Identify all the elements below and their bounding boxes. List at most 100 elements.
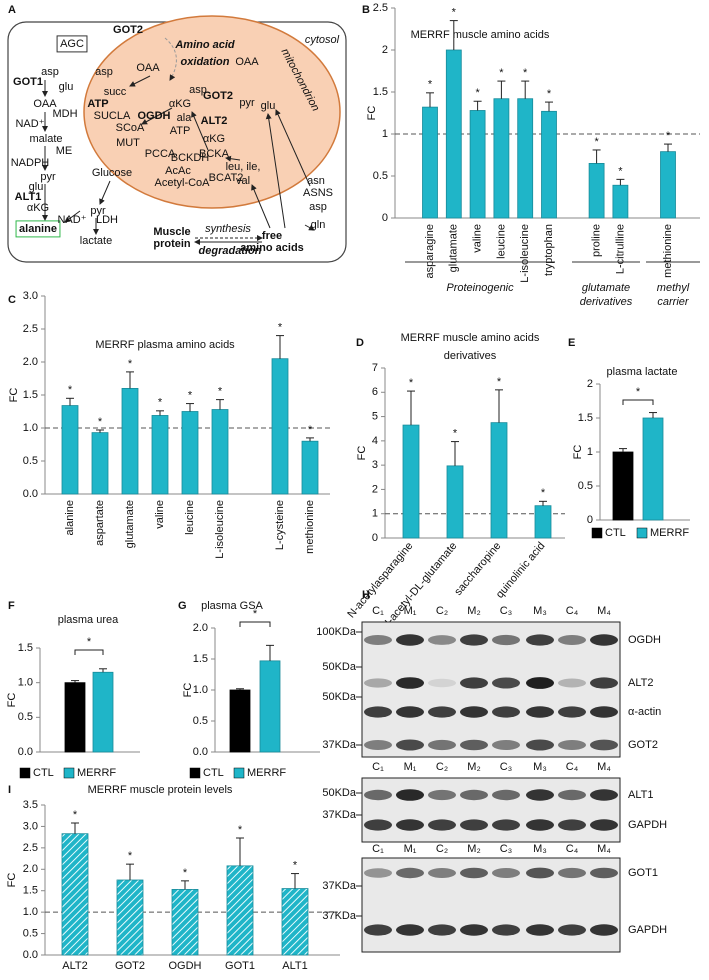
- bar: [446, 465, 464, 539]
- band: [590, 634, 618, 646]
- diagram-label: ALT1: [15, 191, 42, 203]
- y-tick-label: 2.5: [373, 2, 388, 14]
- lane-label: M₂: [467, 761, 480, 773]
- diagram-label: OGDH: [138, 110, 171, 122]
- x-tick-label: alanine: [64, 500, 76, 535]
- label-box: [15, 220, 61, 238]
- y-tick-label: 1.0: [18, 677, 33, 689]
- legend-label: MERRF: [77, 767, 116, 779]
- protein-label: ALT2: [628, 677, 653, 689]
- significance: *: [499, 67, 504, 79]
- bar: [301, 440, 319, 495]
- y-tick-label: 1: [372, 508, 378, 520]
- chart-title: MERRF muscle amino acids: [401, 332, 540, 344]
- bar: [612, 184, 629, 219]
- lane-label: C₂: [436, 605, 448, 617]
- mitochondrion-shape: [83, 15, 341, 209]
- chart-title: MERRF muscle protein levels: [88, 784, 233, 796]
- diagram-label: Glucose: [92, 167, 132, 179]
- diagram-label: ATP: [87, 98, 108, 110]
- diagram-label: ALT2: [201, 115, 228, 127]
- legend-label: CTL: [605, 527, 626, 539]
- band: [396, 739, 424, 751]
- diagram-label: ala: [177, 112, 193, 124]
- x-tick-label: glutamate: [124, 500, 136, 548]
- y-tick-label: 2: [382, 44, 388, 56]
- band: [364, 924, 392, 936]
- y-tick-label: 2.0: [193, 622, 208, 634]
- diagram-label: amino acids: [240, 242, 304, 254]
- y-axis-label: FC: [6, 873, 18, 888]
- diagram-label: pyr: [40, 171, 56, 183]
- band: [460, 924, 488, 936]
- panel-label: E: [568, 337, 575, 349]
- size-marker: 100KDa: [316, 626, 357, 638]
- diagram-shapes: [7, 15, 347, 263]
- band: [492, 819, 520, 831]
- y-tick-label: 3: [372, 459, 378, 471]
- x-tick-label: ALT1: [282, 960, 307, 972]
- band: [526, 739, 554, 751]
- diagram-label: MUT: [116, 137, 140, 149]
- significance: *: [68, 384, 73, 396]
- diagram-label: OAA: [136, 62, 160, 74]
- y-tick-label: 0.0: [193, 746, 208, 758]
- arrow: [129, 75, 151, 87]
- y-tick-label: 1.5: [18, 642, 33, 654]
- band: [492, 706, 520, 718]
- y-tick-label: 0.5: [23, 927, 38, 939]
- x-tick-label: L-cysteine: [274, 500, 286, 550]
- band: [558, 706, 586, 718]
- significance: *: [618, 165, 623, 177]
- diagram-label: protein: [153, 238, 191, 250]
- x-tick-label: L-isoleucine: [519, 224, 531, 283]
- x-tick-label: leucine: [495, 224, 507, 259]
- diagram-label: leu, ile,: [226, 161, 261, 173]
- band: [396, 634, 424, 646]
- arrow: [275, 109, 311, 187]
- bar: [445, 49, 462, 219]
- bar: [151, 415, 169, 495]
- diagram-label: GOT2: [203, 90, 233, 102]
- significance-bracket: [239, 621, 271, 627]
- bar: [490, 422, 508, 539]
- diagram-label: asp: [309, 201, 327, 213]
- bar: [402, 424, 420, 539]
- diagram-label: synthesis: [205, 223, 251, 235]
- significance: *: [475, 87, 480, 99]
- band: [526, 706, 554, 718]
- significance: *: [293, 859, 298, 871]
- diagram-label: succ: [104, 86, 127, 98]
- x-tick-label: glutamate: [448, 224, 460, 272]
- significance: *: [278, 322, 283, 334]
- significance: *: [73, 809, 78, 821]
- significance: *: [409, 377, 414, 389]
- diagram-label: asp: [95, 66, 113, 78]
- x-tick-label: L-citrulline: [614, 224, 626, 274]
- bar: [281, 888, 309, 956]
- size-marker: 50KDa: [322, 661, 357, 673]
- significance: *: [541, 487, 546, 499]
- band: [460, 819, 488, 831]
- significance: *: [188, 389, 193, 401]
- y-tick-label: 0.5: [193, 715, 208, 727]
- band: [526, 634, 554, 646]
- band: [396, 867, 424, 879]
- bar: [121, 387, 139, 495]
- band: [428, 924, 456, 936]
- legend-label: CTL: [203, 767, 224, 779]
- band: [364, 635, 392, 645]
- band: [492, 868, 520, 878]
- significance: *: [238, 824, 243, 836]
- band: [558, 740, 586, 750]
- arrow: [251, 184, 271, 229]
- diagram-label: asp: [189, 84, 207, 96]
- bar: [116, 879, 144, 956]
- lane-label: C₄: [566, 761, 579, 773]
- band: [396, 819, 424, 831]
- diagram-label: αKG: [27, 202, 49, 214]
- diagram-label: alanine: [19, 223, 57, 235]
- panel-label: B: [362, 4, 370, 16]
- chart-title: plasma urea: [58, 614, 119, 626]
- band: [460, 739, 488, 751]
